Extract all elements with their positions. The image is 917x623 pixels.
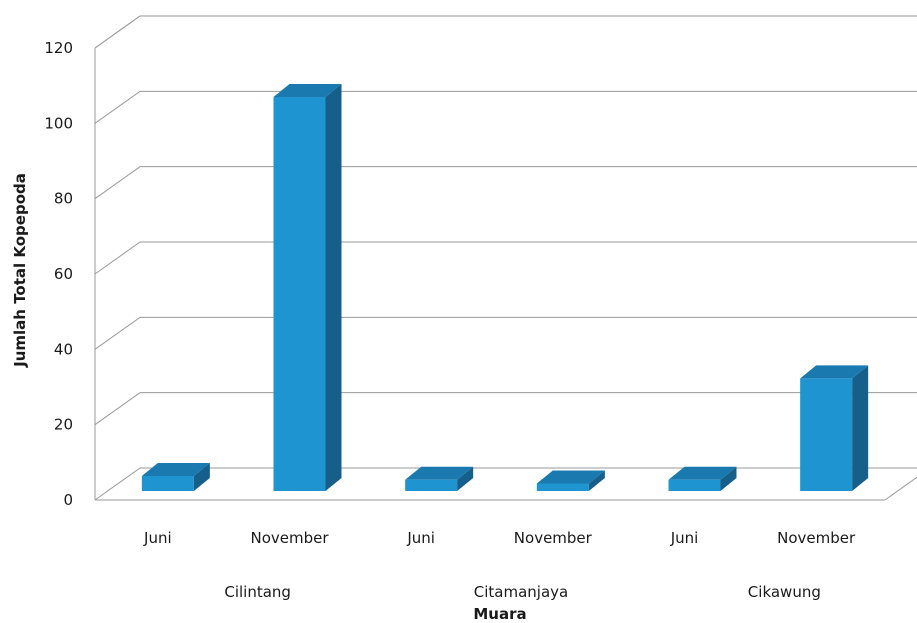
- y-tick-label: 20: [54, 416, 73, 434]
- gridline: [94, 467, 917, 501]
- bar-top-face: [536, 470, 605, 484]
- bar-side-face: [852, 365, 869, 491]
- x-category-label: Juni: [670, 529, 699, 547]
- bar-front-face: [405, 479, 458, 491]
- bar-side-face: [457, 466, 474, 491]
- x-group-label: Cilintang: [224, 583, 291, 601]
- bar-top-face: [405, 466, 474, 480]
- gridline: [94, 316, 917, 350]
- bar-side-face: [193, 462, 210, 491]
- bar-citamanjaya-juni: [405, 466, 474, 491]
- bar-side-face: [588, 470, 605, 491]
- y-tick-label: 60: [54, 265, 73, 283]
- bar-front-face: [141, 475, 194, 491]
- bar-front-face: [800, 378, 853, 491]
- gridline: [94, 15, 917, 49]
- chart-walls: [94, 15, 917, 501]
- y-axis-title: Jumlah Total Kopepoda: [11, 173, 29, 368]
- bar-top-face: [273, 84, 342, 97]
- bar-front-face: [668, 479, 721, 491]
- bar-citamanjaya-november: [536, 470, 605, 491]
- bar-cilintang-november: [273, 84, 342, 491]
- y-tick-label: 100: [44, 114, 73, 132]
- bar-front-face: [536, 483, 589, 491]
- gridlines: [94, 15, 917, 501]
- gridline: [94, 392, 917, 426]
- y-tick-label: 0: [63, 491, 73, 509]
- gridline: [94, 166, 917, 200]
- floor-right-edge: [884, 476, 917, 501]
- bar-front-face: [273, 97, 326, 491]
- y-tick-label: 120: [44, 39, 73, 57]
- bar-top-face: [141, 462, 210, 476]
- bar-top-face: [668, 466, 737, 480]
- x-group-label: Citamanjaya: [474, 583, 568, 601]
- y-axis-ticks: 0 20 40 60 80 100 120: [44, 39, 73, 509]
- x-axis-labels: Juni November Cilintang Juni November Citaman…: [143, 529, 856, 601]
- x-category-label: Juni: [143, 529, 172, 547]
- bar-top-face: [800, 365, 869, 379]
- bar-cikawung-november: [800, 365, 869, 491]
- bar-cikawung-juni: [668, 466, 737, 491]
- gridline: [94, 241, 917, 275]
- bar-side-face: [720, 466, 737, 491]
- x-group-label: Cikawung: [748, 583, 821, 601]
- gridline: [94, 90, 917, 124]
- x-category-label: November: [777, 529, 856, 547]
- x-category-label: November: [250, 529, 329, 547]
- bars: [141, 84, 869, 491]
- y-tick-label: 80: [54, 190, 73, 208]
- x-category-label: November: [514, 529, 593, 547]
- bar-side-face: [325, 84, 342, 491]
- y-tick-label: 40: [54, 340, 73, 358]
- bar-cilintang-juni: [141, 462, 210, 491]
- x-axis-title: Muara: [473, 605, 526, 623]
- x-category-label: Juni: [406, 529, 435, 547]
